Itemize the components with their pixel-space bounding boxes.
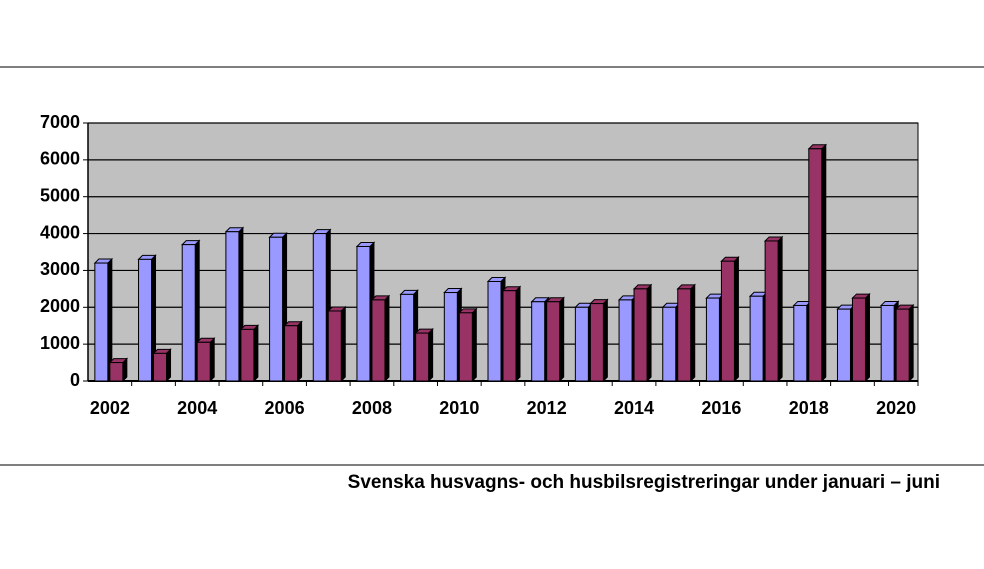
bar-side bbox=[908, 303, 914, 383]
y-tick-label: 5000 bbox=[40, 185, 80, 205]
bar-side bbox=[384, 294, 390, 383]
x-tick-label: 2020 bbox=[876, 398, 916, 418]
bar bbox=[793, 304, 808, 382]
bar bbox=[546, 301, 561, 382]
bar bbox=[109, 362, 124, 382]
x-tick-label: 2008 bbox=[352, 398, 392, 418]
y-tick-label: 4000 bbox=[40, 222, 80, 242]
bar bbox=[153, 352, 168, 382]
bar bbox=[749, 295, 764, 382]
bar bbox=[371, 299, 386, 382]
bar bbox=[181, 244, 196, 382]
bar bbox=[400, 293, 415, 382]
y-tick-label: 1000 bbox=[40, 333, 80, 353]
bar bbox=[487, 280, 502, 382]
bar-side bbox=[602, 298, 608, 383]
bar-side bbox=[471, 307, 477, 383]
bar bbox=[880, 304, 895, 382]
bar bbox=[312, 233, 327, 382]
bar-side bbox=[253, 324, 259, 383]
bar bbox=[589, 303, 604, 382]
y-tick-label: 6000 bbox=[40, 149, 80, 169]
bar-side bbox=[166, 348, 172, 383]
bar-side bbox=[690, 283, 696, 383]
bar bbox=[662, 306, 677, 382]
bar bbox=[443, 292, 458, 382]
x-tick-label: 2018 bbox=[789, 398, 829, 418]
bar bbox=[284, 325, 299, 382]
bar bbox=[138, 258, 153, 382]
bar bbox=[895, 308, 910, 382]
bar bbox=[764, 240, 779, 382]
bar-side bbox=[777, 235, 783, 383]
chart-caption: Svenska husvagns- och husbilsregistrerin… bbox=[348, 472, 940, 493]
bar bbox=[415, 332, 430, 382]
bar-side bbox=[821, 143, 827, 383]
bar-side bbox=[646, 283, 652, 383]
bar bbox=[677, 288, 692, 382]
bar-side bbox=[209, 337, 215, 383]
bar bbox=[836, 308, 851, 382]
bar bbox=[618, 299, 633, 382]
x-tick-label: 2012 bbox=[527, 398, 567, 418]
bar bbox=[502, 290, 517, 382]
x-tick-label: 2010 bbox=[439, 398, 479, 418]
bar bbox=[240, 328, 255, 382]
bar bbox=[531, 301, 546, 382]
bar-side bbox=[559, 296, 565, 383]
bar bbox=[94, 262, 109, 382]
bar bbox=[225, 231, 240, 382]
bar-side bbox=[515, 285, 521, 383]
bar bbox=[851, 297, 866, 382]
bar bbox=[196, 341, 211, 382]
bar-side bbox=[733, 256, 739, 383]
y-tick-label: 2000 bbox=[40, 296, 80, 316]
x-tick-label: 2016 bbox=[701, 398, 741, 418]
bar-side bbox=[428, 327, 434, 383]
bar-side bbox=[297, 320, 303, 383]
bar bbox=[808, 148, 823, 382]
x-tick-label: 2014 bbox=[614, 398, 654, 418]
x-tick-label: 2006 bbox=[265, 398, 305, 418]
bar bbox=[356, 245, 371, 382]
bar-side bbox=[340, 305, 346, 383]
bar-side bbox=[864, 292, 870, 383]
bar bbox=[574, 306, 589, 382]
y-tick-label: 7000 bbox=[40, 112, 80, 132]
bar bbox=[327, 310, 342, 382]
x-tick-label: 2002 bbox=[90, 398, 130, 418]
x-tick-label: 2004 bbox=[177, 398, 217, 418]
bar bbox=[269, 236, 284, 382]
bar bbox=[458, 312, 473, 382]
bar bbox=[705, 297, 720, 382]
y-tick-label: 0 bbox=[70, 370, 80, 390]
bar bbox=[633, 288, 648, 382]
y-tick-label: 3000 bbox=[40, 259, 80, 279]
bar bbox=[720, 260, 735, 382]
